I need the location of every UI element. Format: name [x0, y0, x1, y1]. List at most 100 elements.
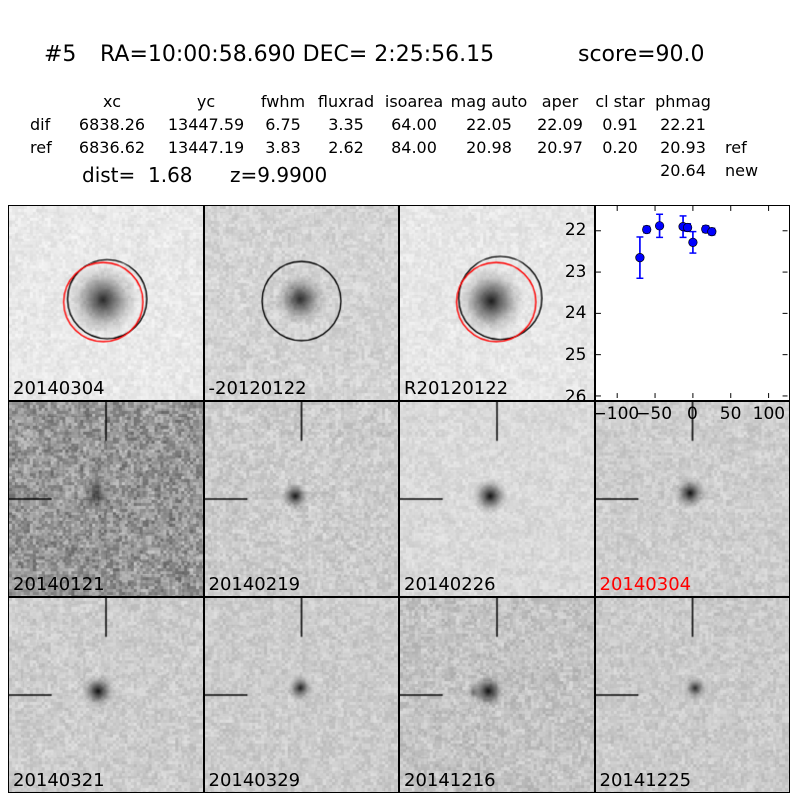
table-cell: [378, 159, 450, 182]
cutout-label: 20140226: [404, 574, 496, 595]
table-header-row: xc yc fwhm fluxrad isoarea mag auto aper cl sta…: [30, 90, 769, 113]
distance-value: dist= 1.68: [82, 163, 193, 187]
table-cell: 6838.26: [78, 115, 146, 134]
cutout-image: [9, 598, 203, 792]
row-suffix: [718, 113, 769, 136]
cutout-panel-20140304: 20140304: [8, 205, 204, 401]
column-header: xc: [103, 92, 121, 111]
column-header: aper: [541, 92, 579, 111]
row-label: dif: [30, 115, 51, 134]
data-point: [634, 253, 645, 263]
x-tick-label: −50: [636, 404, 673, 424]
cutout-label: 20140304: [13, 378, 105, 399]
table-cell: [528, 159, 592, 182]
lightcurve-canvas: [595, 206, 788, 399]
cutout-label: 20140121: [13, 574, 105, 595]
cutout-label: R20120122: [404, 378, 509, 399]
cutout-label: 20141225: [599, 770, 692, 791]
table-cell: 20.93: [660, 138, 706, 157]
row-suffix: ref: [725, 138, 747, 157]
column-header: fluxrad: [317, 92, 375, 111]
data-point: [687, 237, 697, 247]
table-cell: 64.00: [391, 115, 437, 134]
column-header: mag auto: [450, 92, 528, 111]
row-suffix: new: [725, 161, 759, 180]
table-cell: 2.62: [328, 138, 364, 157]
table-cell: 6836.62: [78, 138, 146, 157]
column-header: isoarea: [384, 92, 444, 111]
column-header: yc: [196, 92, 216, 111]
cutout-panel-20140219: 20140219: [203, 401, 399, 597]
row-suffix: [718, 90, 769, 113]
table-cell: 3.83: [265, 138, 301, 157]
column-header: phmag: [655, 92, 711, 111]
cutout-label: -20120122: [208, 378, 307, 399]
cutout-panel-20140121: 20140121: [8, 401, 204, 597]
cutout-image: [400, 206, 594, 400]
data-point: [706, 227, 716, 237]
table-cell: 22.05: [466, 115, 512, 134]
cutout-panel-20140226: 20140226: [399, 401, 595, 597]
cutout-image: [595, 402, 789, 596]
cutout-image: [595, 598, 789, 792]
cutout-panel-20140304: 20140304: [594, 401, 790, 597]
table-cell: 20.97: [537, 138, 583, 157]
y-tick-label: 24: [564, 303, 587, 324]
cutout-label: 20140304: [599, 574, 692, 595]
cutout-panel-20141225: 20141225: [594, 597, 790, 793]
table-row: 20.64 new: [30, 159, 769, 182]
table-cell: 13447.19: [167, 138, 245, 157]
table-cell: 20.98: [466, 138, 512, 157]
y-tick-label: 26: [564, 386, 587, 407]
cutout-label: 20140329: [208, 770, 301, 791]
cutout-image: [400, 402, 594, 596]
candidate-coordinates: RA=10:00:58.690 DEC= 2:25:56.15: [100, 42, 495, 67]
table-cell: 6.75: [265, 115, 301, 134]
table-cell: 84.00: [391, 138, 437, 157]
cutout-panel--20120122: -20120122: [203, 205, 399, 401]
table-cell: [592, 159, 648, 182]
cutout-panel-20140321: 20140321: [8, 597, 204, 793]
data-point: [641, 224, 651, 235]
table-row: dif 6838.26 13447.59 6.75 3.35 64.00 22.05 22.0…: [30, 113, 769, 136]
data-point: [654, 221, 664, 231]
cutout-label: 20140321: [13, 770, 105, 791]
row-label: [30, 90, 64, 113]
table-cell: 20.64: [660, 161, 706, 180]
candidate-score: score=90.0: [578, 42, 705, 67]
cutout-image: [204, 598, 398, 792]
table-cell: 22.21: [660, 115, 706, 134]
cutout-label: 20141216: [404, 770, 496, 791]
x-tick-label: −100: [592, 404, 640, 424]
cutout-panel-R20120122: R20120122: [399, 205, 595, 401]
table-cell: 0.91: [602, 115, 638, 134]
lightcurve-plot: [594, 205, 790, 401]
row-label: [30, 159, 64, 182]
table-cell: 3.35: [328, 115, 364, 134]
cutout-panel-20141216: 20141216: [399, 597, 595, 793]
cutout-image: [204, 402, 398, 596]
cutout-panel-20140329: 20140329: [203, 597, 399, 793]
cutout-image: [9, 402, 203, 596]
cutout-grid: 20140304 -20120122 R20120122 20140121 201402…: [8, 205, 790, 793]
x-tick-label: 0: [686, 404, 698, 424]
candidate-id: #5: [44, 42, 77, 67]
data-point: [682, 222, 692, 233]
cutout-label: 20140219: [208, 574, 301, 595]
x-tick-label: 50: [719, 404, 742, 424]
row-label: ref: [30, 138, 52, 157]
y-tick-label: 22: [564, 220, 587, 241]
y-tick-label: 23: [564, 261, 587, 282]
x-tick-label: 100: [752, 404, 786, 424]
redshift-value: z=9.9900: [230, 163, 328, 187]
column-header: cl star: [595, 92, 645, 111]
column-header: fwhm: [260, 92, 306, 111]
table-cell: [450, 159, 528, 182]
table-row: ref 6836.62 13447.19 3.83 2.62 84.00 20.98 20.9…: [30, 136, 769, 159]
cutout-image: [400, 598, 594, 792]
table-cell: 22.09: [537, 115, 583, 134]
table-cell: 13447.59: [167, 115, 245, 134]
cutout-image: [204, 206, 398, 400]
table-cell: 0.20: [602, 138, 638, 157]
